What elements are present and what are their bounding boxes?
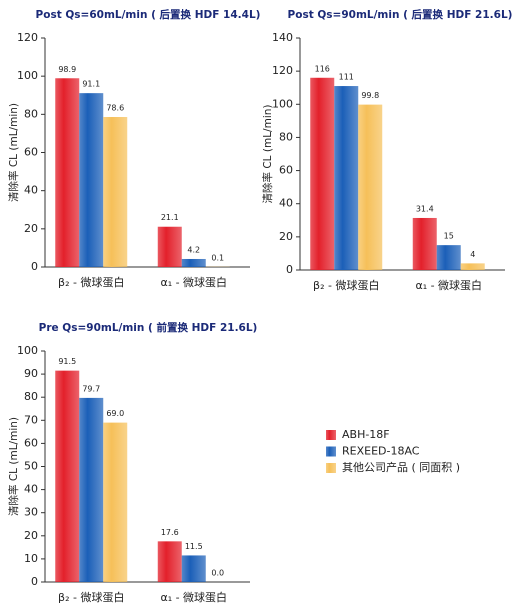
legend-swatch (326, 463, 336, 473)
bar (437, 245, 461, 270)
y-tick-label: 30 (24, 506, 38, 519)
bar (79, 93, 103, 267)
y-tick-label: 120 (17, 31, 38, 44)
y-tick-label: 40 (279, 197, 293, 210)
y-tick-label: 90 (24, 367, 38, 380)
value-label: 79.7 (82, 384, 100, 393)
value-label: 4 (470, 250, 475, 259)
x-tick-label: α₁ - 微球蛋白 (160, 275, 227, 289)
y-tick-label: 0 (31, 575, 38, 588)
value-label: 78.6 (106, 104, 124, 113)
legend-swatch (326, 430, 336, 440)
bar (103, 423, 127, 582)
value-label: 99.8 (361, 91, 379, 100)
bar (182, 259, 206, 267)
y-tick-label: 100 (272, 97, 293, 110)
bar (310, 78, 334, 270)
y-tick-label: 0 (286, 263, 293, 276)
y-tick-label: 60 (24, 146, 38, 159)
y-tick-label: 50 (24, 460, 38, 473)
y-axis-label: 清除率 CL (mL/min) (7, 103, 20, 202)
bar (413, 218, 437, 270)
value-label: 0.1 (211, 253, 224, 262)
y-tick-label: 20 (24, 222, 38, 235)
y-tick-label: 100 (17, 344, 38, 357)
x-tick-label: β₂ - 微球蛋白 (58, 590, 124, 604)
y-tick-label: 20 (24, 529, 38, 542)
y-tick-label: 70 (24, 413, 38, 426)
bar (158, 541, 182, 582)
chart-title: Pre Qs=90mL/min ( 前置换 HDF 21.6L) (39, 321, 258, 334)
chart-title: Post Qs=60mL/min ( 后置换 HDF 14.4L) (36, 8, 261, 21)
legend-label: 其他公司产品 ( 同面积 ) (342, 460, 460, 474)
bar (79, 398, 103, 582)
y-tick-label: 20 (279, 230, 293, 243)
bar (55, 78, 79, 267)
x-tick-label: β₂ - 微球蛋白 (313, 278, 379, 292)
y-tick-label: 40 (24, 483, 38, 496)
y-axis-label: 清除率 CL (mL/min) (7, 417, 20, 516)
y-tick-label: 60 (24, 436, 38, 449)
value-label: 91.5 (58, 357, 76, 366)
value-label: 69.0 (106, 409, 124, 418)
y-tick-label: 140 (272, 31, 293, 44)
value-label: 91.1 (82, 80, 100, 89)
value-label: 31.4 (416, 204, 434, 213)
x-tick-label: β₂ - 微球蛋白 (58, 275, 124, 289)
x-tick-label: α₁ - 微球蛋白 (160, 590, 227, 604)
value-label: 21.1 (161, 213, 179, 222)
chart-title: Post Qs=90mL/min ( 后置换 HDF 21.6L) (288, 8, 513, 21)
bar (55, 371, 79, 582)
bar (334, 86, 358, 270)
y-tick-label: 100 (17, 69, 38, 82)
value-label: 17.6 (161, 528, 179, 537)
legend-label: REXEED-18AC (342, 445, 420, 458)
y-tick-label: 80 (24, 390, 38, 403)
legend-swatch (326, 447, 336, 457)
x-tick-label: α₁ - 微球蛋白 (415, 278, 482, 292)
bar (461, 263, 485, 270)
y-tick-label: 120 (272, 64, 293, 77)
value-label: 111 (339, 73, 354, 82)
bar (358, 105, 382, 270)
bar (103, 117, 127, 267)
value-label: 4.2 (187, 245, 200, 254)
value-label: 0.0 (211, 569, 224, 578)
legend-label: ABH-18F (342, 428, 390, 441)
y-axis-label: 清除率 CL (mL/min) (261, 105, 274, 204)
y-tick-label: 80 (24, 107, 38, 120)
bar (158, 227, 182, 267)
y-tick-label: 80 (279, 130, 293, 143)
value-label: 116 (315, 64, 330, 73)
y-tick-label: 40 (24, 184, 38, 197)
bar (182, 555, 206, 582)
value-label: 98.9 (58, 65, 76, 74)
value-label: 15 (444, 232, 454, 241)
value-label: 11.5 (185, 542, 203, 551)
y-tick-label: 0 (31, 260, 38, 273)
y-tick-label: 60 (279, 164, 293, 177)
y-tick-label: 10 (24, 552, 38, 565)
